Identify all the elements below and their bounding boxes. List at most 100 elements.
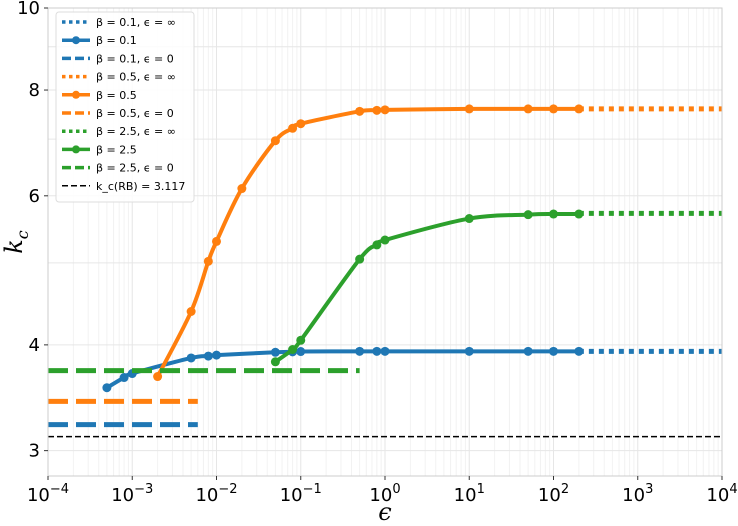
legend-label: β = 2.5 (96, 143, 137, 156)
y-tick-label: 10 (17, 0, 40, 19)
legend-item: β = 0.1, ϵ = 0 (62, 52, 174, 65)
y-tick-label: 6 (29, 186, 40, 207)
data-point (380, 346, 390, 356)
data-point (380, 235, 390, 245)
data-point (186, 353, 196, 363)
x-tick-label-exponent: 1 (477, 482, 485, 497)
x-tick-label-exponent: −4 (50, 482, 69, 497)
legend-label: β = 0.5, ϵ = ∞ (96, 71, 176, 84)
y-tick-label: 4 (29, 335, 40, 356)
legend-item: β = 0.5, ϵ = 0 (62, 107, 174, 120)
legend-marker (72, 145, 80, 154)
legend-item: β = 0.5 (62, 89, 137, 102)
data-point (288, 123, 298, 133)
x-tick-label-base: 10 (454, 485, 477, 506)
legend-label: β = 0.1 (96, 34, 137, 47)
data-point (464, 214, 474, 224)
data-point (355, 106, 365, 116)
x-tick-label-exponent: −1 (303, 482, 322, 497)
data-point (203, 256, 213, 266)
x-tick-label-exponent: −2 (218, 482, 237, 497)
data-point (296, 335, 306, 345)
x-tick-label-base: 10 (280, 485, 303, 506)
data-point (153, 372, 163, 382)
data-point (372, 105, 382, 115)
legend-box (55, 11, 195, 203)
y-axis-label-base: k (0, 239, 28, 254)
legend-item: k_c(RB) = 3.117 (62, 180, 185, 193)
legend-item: β = 2.5, ϵ = 0 (62, 162, 174, 175)
legend-item: β = 2.5 (62, 143, 137, 156)
legend-item: β = 2.5, ϵ = ∞ (62, 125, 176, 138)
legend-label: β = 2.5, ϵ = ∞ (96, 125, 176, 138)
data-point (288, 344, 298, 354)
x-tick-label-exponent: −3 (134, 482, 153, 497)
legend-label: k_c(RB) = 3.117 (96, 180, 185, 193)
data-point (464, 346, 474, 356)
data-point (119, 373, 129, 383)
series-4 (153, 104, 584, 382)
x-tick-label: 104 (706, 482, 737, 506)
legend-marker (72, 36, 80, 45)
legend-label: β = 2.5, ϵ = 0 (96, 162, 174, 175)
data-point (523, 346, 533, 356)
x-tick-label-exponent: 2 (561, 482, 569, 497)
legend-marker (72, 90, 80, 99)
data-point (523, 210, 533, 220)
x-tick-label-exponent: 4 (729, 482, 737, 497)
series-7 (270, 209, 584, 367)
x-tick-label: 102 (538, 482, 569, 506)
data-point (296, 119, 306, 129)
data-point (372, 240, 382, 250)
data-point (523, 104, 533, 114)
legend-item: β = 0.5, ϵ = ∞ (62, 71, 176, 84)
x-tick-label-base: 10 (27, 485, 50, 506)
legend-label: β = 0.5, ϵ = 0 (96, 107, 174, 120)
x-tick-label: 100 (369, 482, 400, 506)
x-tick-label: 10−1 (280, 482, 322, 506)
data-point (203, 351, 213, 361)
data-point (355, 254, 365, 264)
y-axis-label-subscript: c (13, 230, 32, 239)
data-point (380, 105, 390, 115)
x-tick-label: 101 (454, 482, 485, 506)
data-point (270, 357, 280, 367)
data-point (372, 346, 382, 356)
data-point (549, 104, 558, 114)
data-point (574, 104, 584, 114)
data-point (212, 236, 221, 246)
x-tick-label-base: 10 (111, 485, 134, 506)
data-point (549, 346, 558, 356)
x-tick-label-base: 10 (622, 485, 645, 506)
data-point (574, 209, 584, 219)
x-tick-label: 10−3 (111, 482, 153, 506)
legend-label: β = 0.5 (96, 89, 137, 102)
x-axis-label: ϵ (378, 498, 391, 526)
x-tick-label-base: 10 (706, 485, 729, 506)
x-tick-label: 10−4 (27, 482, 69, 506)
data-point (212, 350, 221, 360)
data-point (549, 209, 558, 219)
y-axis-label: kc (0, 230, 32, 254)
x-tick-label: 103 (622, 482, 653, 506)
x-tick-label-exponent: 3 (645, 482, 653, 497)
legend-label: β = 0.1, ϵ = 0 (96, 52, 174, 65)
data-point (296, 347, 306, 357)
x-tick-label-base: 10 (195, 485, 218, 506)
legend-label: β = 0.1, ϵ = ∞ (96, 16, 176, 29)
data-point (237, 184, 247, 194)
series-layer (48, 104, 722, 438)
legend-item: β = 0.1 (62, 34, 137, 47)
data-point (186, 307, 196, 317)
x-tick-label-exponent: 0 (392, 482, 400, 497)
legend: β = 0.1, ϵ = ∞ β = 0.1 β = 0.1, ϵ = 0 β = 0… (55, 11, 195, 203)
data-point (102, 383, 112, 393)
data-point (270, 347, 280, 357)
series-line (273, 211, 581, 364)
data-point (355, 346, 365, 356)
x-tick-label-base: 10 (538, 485, 561, 506)
data-point (270, 136, 280, 146)
legend-item: β = 0.1, ϵ = ∞ (62, 16, 176, 29)
